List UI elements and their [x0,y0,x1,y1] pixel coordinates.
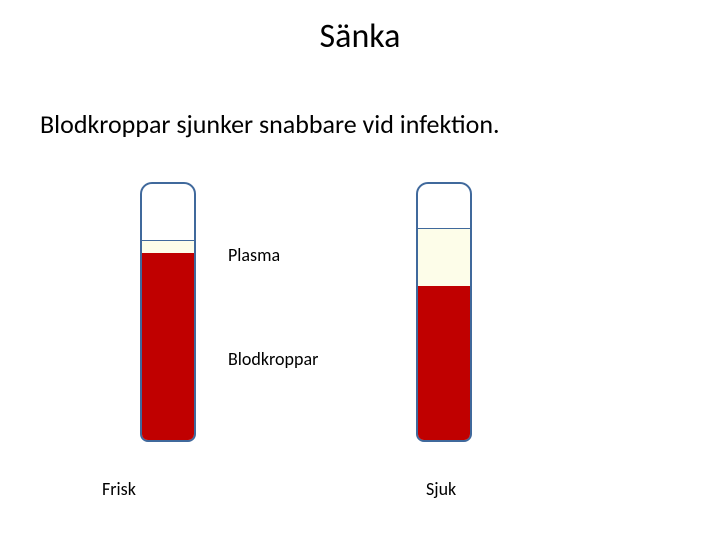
slide: Sänka Blodkroppar sjunker snabbare vid i… [0,0,720,540]
tube-sick [416,182,472,442]
tube-healthy-blood [142,253,194,440]
caption-healthy: Frisk [102,478,136,500]
tube-healthy [140,182,196,442]
label-plasma: Plasma [228,244,280,266]
tube-sick-plasma [418,228,470,294]
tube-sick-blood [418,286,470,440]
label-blood: Blodkroppar [228,348,318,370]
slide-subtitle: Blodkroppar sjunker snabbare vid infekti… [40,108,500,140]
slide-title: Sänka [0,16,720,57]
caption-sick: Sjuk [426,478,456,500]
